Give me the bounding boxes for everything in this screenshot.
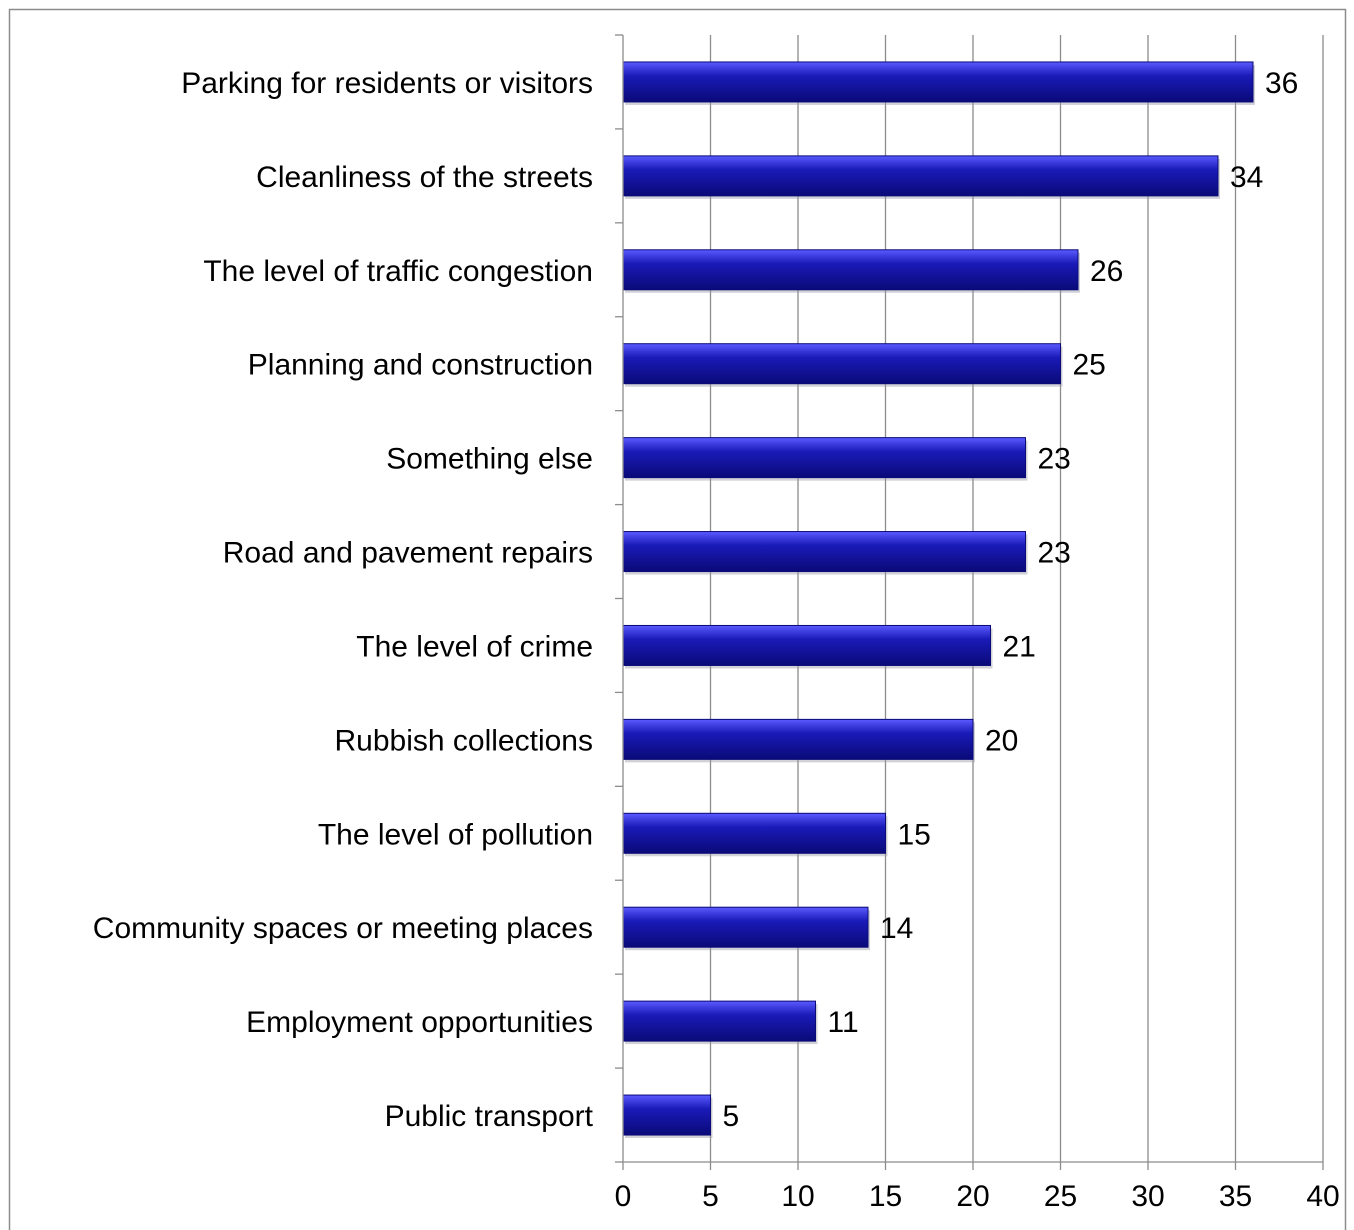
x-tick-label: 5 [702, 1180, 719, 1213]
bars [622, 61, 1255, 1139]
category-label: Cleanliness of the streets [256, 161, 593, 194]
data-label: 15 [898, 818, 931, 851]
category-label: Planning and construction [248, 349, 593, 382]
x-tick-label: 30 [1131, 1180, 1164, 1213]
data-label: 34 [1230, 161, 1263, 194]
x-tick-label: 35 [1219, 1180, 1252, 1213]
data-label: 23 [1038, 537, 1071, 570]
x-tick-label: 10 [781, 1180, 814, 1213]
bar [622, 906, 869, 948]
bar [622, 624, 991, 666]
x-tick-label: 15 [869, 1180, 902, 1213]
bar [622, 343, 1061, 385]
category-label: Public transport [385, 1100, 594, 1133]
data-label: 25 [1073, 349, 1106, 382]
category-label: The level of traffic congestion [203, 255, 593, 288]
bar [622, 437, 1026, 479]
gridlines [709, 35, 1324, 1162]
bar [622, 1000, 816, 1042]
data-label: 26 [1090, 255, 1123, 288]
chart-frame [8, 8, 1347, 1230]
category-label: Road and pavement repairs [223, 537, 593, 570]
data-label: 20 [985, 724, 1018, 757]
bar [622, 61, 1254, 103]
data-labels: 36 34 26 25 23 23 21 20 15 14 11 5 [723, 67, 1299, 1133]
x-tick-label: 0 [615, 1180, 632, 1213]
category-label: The level of crime [356, 630, 593, 663]
data-label: 5 [723, 1100, 740, 1133]
category-label: Something else [386, 443, 593, 476]
category-label: Employment opportunities [246, 1006, 593, 1039]
bar [622, 812, 886, 854]
x-tick-label: 25 [1044, 1180, 1077, 1213]
axes [615, 34, 1324, 1170]
category-label: Community spaces or meeting places [93, 912, 593, 945]
data-label: 11 [828, 1006, 859, 1039]
data-label: 23 [1038, 443, 1071, 476]
bar [622, 155, 1219, 197]
bar [622, 531, 1026, 573]
x-tick-labels: 0 5 10 15 20 25 30 35 40 [615, 1180, 1340, 1213]
category-label: Rubbish collections [335, 724, 593, 757]
x-tick-label: 40 [1306, 1180, 1339, 1213]
category-labels: Parking for residents or visitors Cleanli… [93, 67, 594, 1133]
bar [622, 718, 974, 760]
data-label: 21 [1003, 630, 1036, 663]
data-label: 14 [880, 912, 913, 945]
x-tick-label: 20 [956, 1180, 989, 1213]
category-label: Parking for residents or visitors [181, 67, 593, 100]
bar [622, 249, 1079, 291]
bar [622, 1094, 711, 1136]
category-label: The level of pollution [318, 818, 593, 851]
data-label: 36 [1265, 67, 1298, 100]
